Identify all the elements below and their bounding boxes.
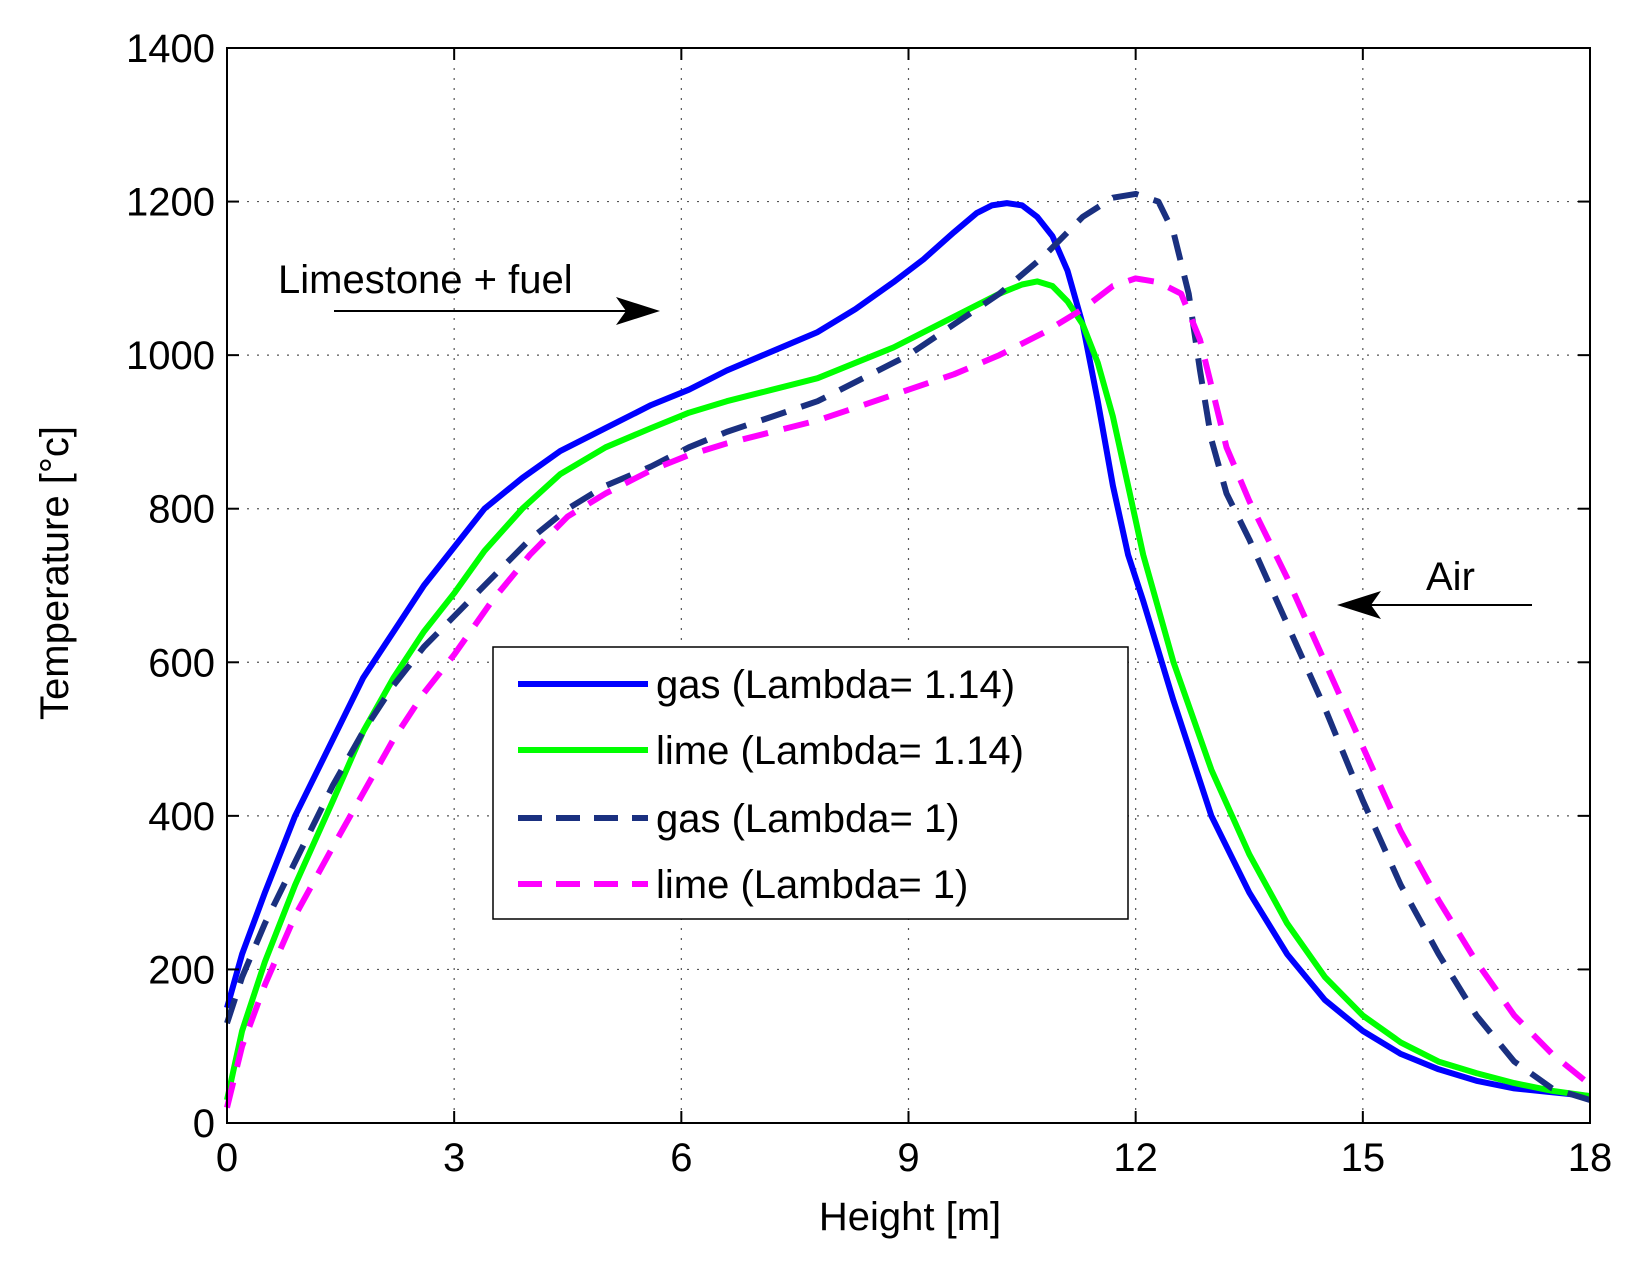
y-axis-ticks: 0 200 400 600 800 1000 1200 1400 bbox=[126, 27, 1590, 1146]
x-axis-label: Height [m] bbox=[819, 1195, 1001, 1239]
legend-label: lime (Lambda= 1) bbox=[656, 863, 968, 907]
x-tick-label: 15 bbox=[1341, 1136, 1386, 1180]
y-tick-label: 1400 bbox=[126, 27, 215, 71]
y-axis-label: Temperature [°c] bbox=[33, 426, 77, 720]
legend-label: gas (Lambda= 1) bbox=[656, 797, 960, 841]
series-line-3 bbox=[224, 190, 1591, 1103]
y-tick-label: 400 bbox=[148, 795, 215, 839]
x-tick-label: 12 bbox=[1113, 1136, 1158, 1180]
series-line-4 bbox=[224, 275, 1592, 1109]
y-tick-label: 1000 bbox=[126, 334, 215, 378]
y-tick-label: 0 bbox=[193, 1102, 215, 1146]
legend-label: gas (Lambda= 1.14) bbox=[656, 663, 1015, 707]
legend-entry: gas (Lambda= 1) bbox=[518, 797, 960, 841]
annotation-air: Air bbox=[1426, 555, 1475, 599]
legend: gas (Lambda= 1.14) lime (Lambda= 1.14) g… bbox=[492, 646, 1129, 920]
x-tick-label: 6 bbox=[670, 1136, 692, 1180]
x-axis-ticks: 0 3 6 9 12 15 18 bbox=[216, 48, 1612, 1180]
legend-box bbox=[492, 646, 1129, 920]
legend-entry: lime (Lambda= 1) bbox=[518, 863, 968, 907]
legend-label: lime (Lambda= 1.14) bbox=[656, 729, 1024, 773]
series-group bbox=[224, 190, 1592, 1109]
annotation-limestone-fuel: Limestone + fuel bbox=[278, 258, 573, 302]
arrow-right-icon bbox=[334, 297, 660, 325]
x-tick-label: 9 bbox=[897, 1136, 919, 1180]
legend-entry: lime (Lambda= 1.14) bbox=[518, 729, 1024, 773]
arrow-left-icon bbox=[1337, 591, 1532, 619]
y-tick-label: 600 bbox=[148, 641, 215, 685]
grid-lines bbox=[227, 48, 1590, 1123]
y-tick-label: 800 bbox=[148, 488, 215, 532]
y-tick-label: 200 bbox=[148, 948, 215, 992]
legend-entry: gas (Lambda= 1.14) bbox=[518, 663, 1015, 707]
x-tick-label: 3 bbox=[443, 1136, 465, 1180]
y-tick-label: 1200 bbox=[126, 181, 215, 225]
series-line-1 bbox=[224, 200, 1591, 1100]
x-tick-label: 18 bbox=[1568, 1136, 1613, 1180]
x-tick-label: 0 bbox=[216, 1136, 238, 1180]
